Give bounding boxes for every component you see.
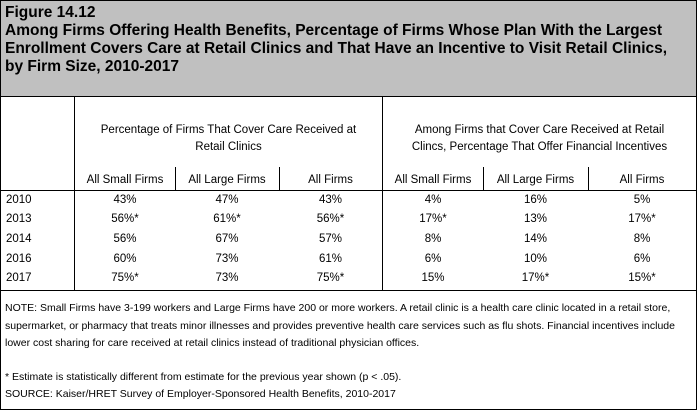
year-cell: 2017 xyxy=(6,272,32,284)
table-cell: 13% xyxy=(523,213,548,225)
column-separator xyxy=(588,167,589,190)
table-row: 2010 43% 47% 43% 4% 16% 5% xyxy=(1,191,696,210)
column-header: All Firms xyxy=(619,174,665,186)
title-block: Figure 14.12 Among Firms Offering Health… xyxy=(1,1,696,96)
table-cell: 75%* xyxy=(316,272,345,284)
group-header-incentives-line-2: Clincs, Percentage That Offer Financial … xyxy=(411,141,668,153)
table-cell: 61% xyxy=(318,253,343,265)
column-header: All Small Firms xyxy=(394,174,472,186)
figure-title-line-2: Enrollment Covers Care at Retail Clinics… xyxy=(5,40,668,57)
column-separator xyxy=(279,167,280,190)
header-divider xyxy=(1,190,696,191)
table-cell: 8% xyxy=(424,233,442,245)
table-cell: 60% xyxy=(113,253,137,265)
year-cell: 2010 xyxy=(6,194,32,206)
column-header: All Large Firms xyxy=(496,174,575,186)
year-cell: 2013 xyxy=(6,213,32,225)
table-cell: 56%* xyxy=(111,213,139,225)
table-cell: 15% xyxy=(421,272,445,284)
table-cell: 15%* xyxy=(628,272,656,284)
year-cell: 2016 xyxy=(6,253,32,265)
group-header-incentives: Among Firms that Cover Care Received at … xyxy=(383,122,696,156)
table-row: 2014 56% 67% 57% 8% 14% 8% xyxy=(1,230,696,249)
figure-label: Figure 14.12 xyxy=(5,4,96,21)
year-column-divider xyxy=(74,96,75,291)
table-cell: 6% xyxy=(424,253,442,265)
table-cell: 16% xyxy=(523,194,548,206)
table-cell: 43% xyxy=(113,194,137,206)
table-cell: 67% xyxy=(215,233,239,245)
table-cell: 73% xyxy=(215,272,239,284)
table-row: 2017 75%* 73% 75%* 15% 17%* 15%* xyxy=(1,269,696,288)
column-separator xyxy=(483,167,484,190)
source-text: SOURCE: Kaiser/HRET Survey of Employer-S… xyxy=(5,388,396,400)
table-cell: 10% xyxy=(523,253,548,265)
table-cell: 57% xyxy=(318,233,343,245)
column-header: All Large Firms xyxy=(188,174,266,186)
table-cell: 17%* xyxy=(419,213,447,225)
table-cell: 6% xyxy=(633,253,651,265)
figure-title-line-3: by Firm Size, 2010-2017 xyxy=(5,58,180,75)
note-text: NOTE: Small Firms have 3-199 workers and… xyxy=(5,302,675,349)
table-cell: 17%* xyxy=(521,272,550,284)
table-cell: 73% xyxy=(215,253,239,265)
column-header: All Firms xyxy=(308,174,353,186)
table-cell: 14% xyxy=(523,233,548,245)
column-separator xyxy=(175,167,176,190)
table-cell: 17%* xyxy=(628,213,656,225)
group-header-incentives-line-1: Among Firms that Cover Care Received at … xyxy=(414,124,665,136)
group-header-coverage-line-1: Percentage of Firms That Cover Care Rece… xyxy=(100,124,357,136)
table-row: 2016 60% 73% 61% 6% 10% 6% xyxy=(1,250,696,269)
group-header-coverage: Percentage of Firms That Cover Care Rece… xyxy=(75,122,382,156)
group-divider xyxy=(382,96,383,291)
table-cell: 56% xyxy=(113,233,137,245)
table-cell: 4% xyxy=(424,194,442,206)
column-header: All Small Firms xyxy=(86,174,164,186)
table-cell: 5% xyxy=(633,194,651,206)
significance-note: * Estimate is statistically different fr… xyxy=(5,371,402,383)
group-header-coverage-line-2: Retail Clinics xyxy=(195,141,262,153)
figure-title-line-1: Among Firms Offering Health Benefits, Pe… xyxy=(5,22,662,39)
table-cell: 75%* xyxy=(111,272,139,284)
table-bottom-rule xyxy=(1,290,696,291)
table-cell: 8% xyxy=(633,233,651,245)
year-cell: 2014 xyxy=(6,233,32,245)
table-cell: 61%* xyxy=(213,213,241,225)
table-cell: 43% xyxy=(318,194,343,206)
table-row: 2013 56%* 61%* 56%* 17%* 13% 17%* xyxy=(1,210,696,229)
table-cell: 47% xyxy=(215,194,239,206)
table-cell: 56%* xyxy=(316,213,345,225)
title-divider xyxy=(1,96,696,97)
